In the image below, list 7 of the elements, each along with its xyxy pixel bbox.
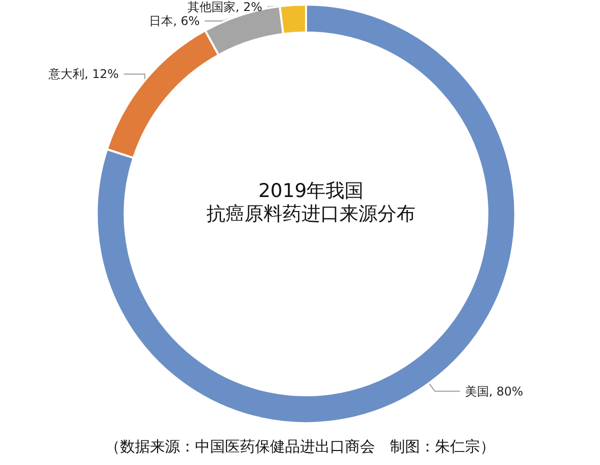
slice-label: 美国, 80% (464, 384, 524, 398)
slice-label: 日本, 6% (149, 14, 200, 28)
text: 抗癌原料药进口来源分布 (206, 203, 416, 226)
text: （数据来源：中国医药保健品进出口商会 制图：朱仁宗） (105, 438, 495, 456)
text: 2019年我国 (258, 180, 364, 202)
slice-label: 其他国家, 2% (188, 0, 262, 14)
slice-label: 意大利, 12% (48, 67, 119, 82)
